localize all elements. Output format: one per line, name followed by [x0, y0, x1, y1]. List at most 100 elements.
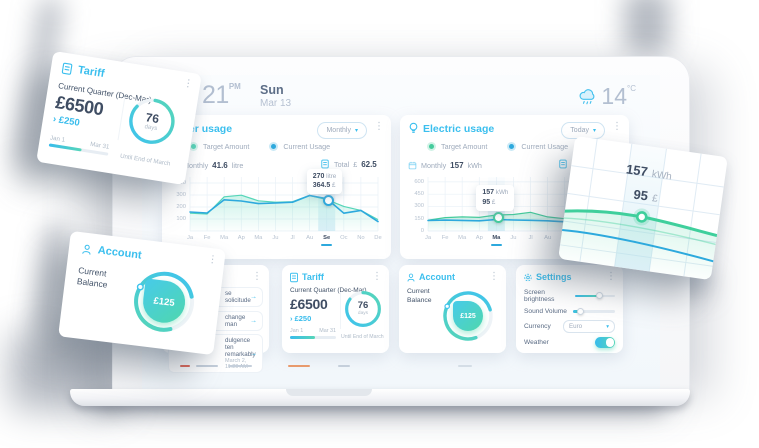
days-value: 76 — [357, 300, 369, 312]
list-item-text: se solicitude — [225, 290, 251, 304]
person-icon — [407, 273, 415, 282]
x-axis-tick[interactable]: Ma — [254, 235, 263, 241]
account-title: Account — [419, 272, 455, 282]
temperature-unit: °C — [627, 84, 636, 93]
calendar-icon — [408, 161, 417, 169]
water-range-select[interactable]: Monthly ▾ — [317, 122, 367, 139]
time-meridiem: PM — [228, 82, 241, 91]
y-axis-tick: 600 — [414, 178, 424, 185]
floating-account-card: Account ⋮ Current Balance £125 — [58, 230, 226, 356]
bulb-icon — [409, 122, 418, 133]
y-axis-tick: 300 — [176, 192, 186, 198]
x-axis-tick[interactable]: Ja — [424, 235, 432, 241]
settings-label: Currency — [524, 323, 551, 331]
y-axis-tick: 300 — [414, 203, 424, 210]
time-value: 21 — [202, 81, 229, 109]
chart-tooltip: 270 litre 364.5 £ — [306, 168, 343, 195]
x-axis-tick[interactable]: Ja — [186, 235, 194, 241]
legend-target-amount[interactable]: Target Amount — [427, 142, 487, 151]
water-range-value: Monthly — [326, 127, 351, 134]
kebab-menu-icon[interactable]: ⋮ — [252, 271, 262, 282]
x-axis-tick[interactable]: Au — [306, 235, 314, 241]
period-unit: litre — [231, 160, 244, 170]
x-axis-tick[interactable]: Ap — [237, 235, 245, 241]
kebab-menu-icon[interactable]: ⋮ — [182, 77, 194, 91]
x-axis-tick[interactable]: Ap — [475, 235, 483, 241]
x-axis-tick[interactable]: No — [357, 235, 365, 241]
screen-brightness-slider[interactable] — [574, 292, 615, 299]
tariff-period: Current Quarter (Dec-Mar) — [290, 287, 367, 294]
x-axis-tick[interactable]: Ju — [510, 235, 517, 241]
legend-current-usage[interactable]: Current Usage — [269, 142, 330, 151]
period-label: Monthly — [183, 160, 209, 170]
divider — [117, 96, 126, 141]
days-label: days — [357, 310, 369, 316]
balance-value: £125 — [453, 301, 483, 331]
magnified-unit: kWh — [651, 168, 673, 183]
y-axis-tick: 150 — [414, 215, 424, 222]
x-axis-tick[interactable]: Oc — [340, 235, 348, 241]
cutoff-row-fragment — [180, 365, 190, 367]
x-axis-tick[interactable]: Jl — [290, 235, 295, 241]
kebab-menu-icon[interactable]: ⋮ — [374, 121, 384, 132]
arrow-right-icon: → — [250, 317, 257, 324]
period-value: 41.6 — [212, 160, 228, 170]
x-axis-tick[interactable]: De — [374, 235, 382, 241]
settings-label: Weather — [524, 338, 549, 346]
kebab-menu-icon[interactable]: ⋮ — [612, 121, 622, 132]
clock: 21PM — [202, 81, 241, 110]
balance-label: Current Balance — [76, 265, 109, 291]
y-axis-tick: 200 — [176, 204, 186, 210]
tariff-title: Tariff — [302, 272, 324, 282]
laptop-base — [70, 389, 690, 406]
x-axis-tick[interactable]: Ma — [458, 235, 467, 241]
kebab-menu-icon[interactable]: ⋮ — [372, 271, 382, 282]
person-icon — [82, 244, 91, 255]
settings-row-sound-volume: Sound Volume — [524, 304, 615, 320]
balance-gauge: £125 — [125, 263, 203, 341]
x-axis-tick[interactable]: Ju — [272, 235, 279, 241]
chevron-down-icon: ▾ — [354, 128, 358, 134]
chart-marker — [492, 211, 504, 223]
x-axis-tick[interactable]: Fe — [203, 235, 211, 241]
magnified-value: 157 — [625, 161, 649, 180]
kebab-menu-icon[interactable]: ⋮ — [606, 271, 616, 282]
currency-select[interactable]: Euro ▾ — [563, 320, 615, 334]
tariff-icon — [61, 62, 73, 75]
days-gauge: 76 days — [124, 94, 179, 149]
active-tick-underline — [321, 244, 333, 246]
water-legend: Target Amount Current Usage — [189, 142, 330, 151]
sound-volume-slider[interactable] — [573, 307, 615, 315]
y-axis-tick: 100 — [176, 216, 186, 222]
list-item-text: dulgence ten remarkably — [225, 337, 256, 358]
weekday: Sun — [260, 83, 284, 97]
x-axis-tick[interactable]: Ma — [492, 235, 501, 241]
tariff-icon — [290, 272, 298, 283]
receipt-icon — [559, 159, 567, 169]
x-axis-tick[interactable]: Ma — [220, 235, 229, 241]
kebab-menu-icon[interactable]: ⋮ — [489, 271, 499, 282]
settings-card: Settings ⋮ Screen brightness Sound Volume… — [516, 265, 623, 353]
receipt-icon — [321, 159, 329, 169]
legend-target-amount[interactable]: Target Amount — [189, 142, 249, 151]
x-axis-tick[interactable]: Au — [544, 235, 552, 241]
days-gauge: 76 days — [344, 290, 382, 328]
x-axis-tick[interactable]: Jl — [528, 235, 533, 241]
kebab-menu-icon[interactable]: ⋮ — [206, 253, 219, 266]
settings-row-screen-brightness: Screen brightness — [524, 288, 615, 304]
legend-current-usage[interactable]: Current Usage — [507, 142, 568, 151]
total-currency: £ — [353, 159, 358, 169]
period-value: 157 — [450, 160, 464, 170]
weather-toggle[interactable] — [595, 337, 615, 348]
days-label: days — [144, 123, 158, 132]
tariff-amount: £6500 — [290, 296, 328, 312]
tariff-dates: Jan 1 Mar 31 — [290, 328, 336, 334]
tariff-progress — [290, 336, 336, 339]
x-axis-tick[interactable]: Se — [323, 235, 331, 241]
range-start: Jan 1 — [49, 134, 66, 144]
water-summary: Monthly 41.6 litre Total £ 62.5 — [170, 159, 385, 171]
total-label: Total — [334, 159, 350, 169]
account-title: Account — [97, 244, 143, 262]
x-axis-tick[interactable]: Fe — [441, 235, 449, 241]
period-label: Monthly — [421, 160, 447, 170]
